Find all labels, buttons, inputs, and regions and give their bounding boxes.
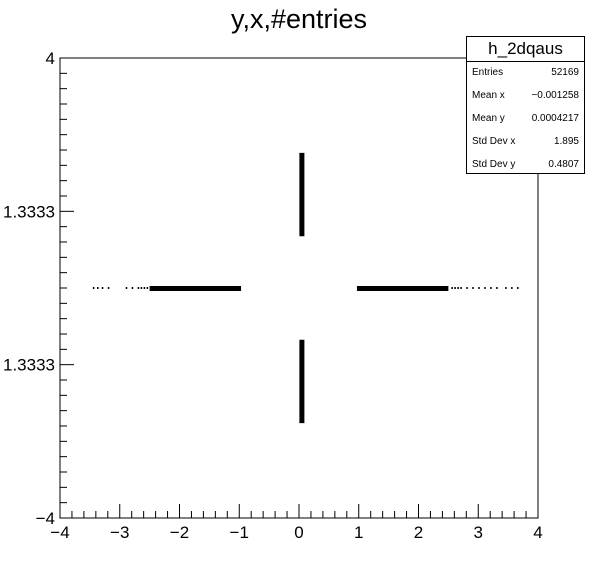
data-point xyxy=(125,287,128,289)
x-tick-label: 1 xyxy=(354,523,363,542)
y-tick-label: 1.3333 xyxy=(3,202,55,221)
stats-value: 0.0004217 xyxy=(531,113,579,124)
x-tick-label: −2 xyxy=(170,523,189,542)
data-point xyxy=(478,287,480,289)
data-point xyxy=(490,287,492,289)
data-point xyxy=(92,287,95,289)
data-point xyxy=(454,287,456,289)
stats-box: h_2dqaus Entries 52169 Mean x −0.001258 … xyxy=(466,36,585,174)
x-tick-label: 4 xyxy=(533,523,542,542)
stats-value: 52169 xyxy=(551,67,579,78)
data-point xyxy=(143,287,146,289)
data-point xyxy=(457,287,459,289)
data-point xyxy=(466,287,468,289)
data-point xyxy=(511,287,513,289)
x-tick-label: 0 xyxy=(294,523,303,542)
data-point xyxy=(146,287,149,289)
stats-label: Mean y xyxy=(472,113,505,124)
stats-title: h_2dqaus xyxy=(467,37,584,62)
data-point xyxy=(451,287,453,289)
chart-title: y,x,#entries xyxy=(230,4,368,34)
data-point xyxy=(505,287,507,289)
data-point xyxy=(517,287,519,289)
x-tick-label: −1 xyxy=(230,523,249,542)
y-tick-label: −4 xyxy=(36,509,55,528)
data-point xyxy=(101,287,104,289)
stats-label: Std Dev y xyxy=(472,159,516,170)
data-point xyxy=(472,287,474,289)
data-point xyxy=(460,287,462,289)
data-point xyxy=(107,287,110,289)
stats-row-mean-y: Mean y 0.0004217 xyxy=(472,109,579,129)
x-tick-label: −3 xyxy=(110,523,129,542)
stats-row-mean-x: Mean x −0.001258 xyxy=(472,86,579,106)
y-tick-label: 1.3333 xyxy=(3,356,55,375)
data-band-horizontal xyxy=(149,286,242,291)
stats-value: 0.4807 xyxy=(548,159,579,170)
stats-label: Entries xyxy=(472,67,504,78)
x-tick-label: −4 xyxy=(50,523,69,542)
data-point xyxy=(137,287,140,289)
data-point xyxy=(131,287,134,289)
stats-row-entries: Entries 52169 xyxy=(472,63,579,83)
stats-label: Mean x xyxy=(472,90,505,101)
axis-tick-labels: −4 −3 −2 −1 0 1 2 3 4 −4 1.3333 1.3333 4 xyxy=(3,49,543,542)
x-tick-label: 2 xyxy=(414,523,423,542)
stats-value: 1.895 xyxy=(553,136,579,147)
data-point xyxy=(97,287,99,289)
axis-ticks xyxy=(59,57,539,519)
data-point xyxy=(484,287,486,289)
data-band-vertical xyxy=(299,152,305,237)
y-tick-label: 4 xyxy=(46,49,55,68)
data-band-horizontal xyxy=(356,286,449,291)
data-point xyxy=(496,287,498,289)
data-point xyxy=(140,287,143,289)
stats-value: −0.001258 xyxy=(531,90,579,101)
stats-label: Std Dev x xyxy=(472,136,516,147)
stats-row-stddev-y: Std Dev y 0.4807 xyxy=(472,155,579,175)
data-marks xyxy=(92,152,519,424)
x-tick-label: 3 xyxy=(474,523,483,542)
data-band-vertical xyxy=(299,339,305,424)
stats-row-stddev-x: Std Dev x 1.895 xyxy=(472,132,579,152)
